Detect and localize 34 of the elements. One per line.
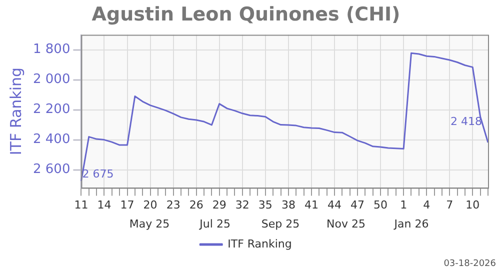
x-tick-label: 1 xyxy=(400,198,408,212)
x-tick-label: 4 xyxy=(423,198,430,212)
x-tick-label: 26 xyxy=(189,198,204,212)
text: 03-18-2026 xyxy=(444,258,496,269)
text: Sep 25 xyxy=(261,217,300,230)
y-tick-label: 1 800 xyxy=(33,42,70,58)
text: Nov 25 xyxy=(326,217,366,230)
y-axis-title: ITF Ranking xyxy=(6,67,25,156)
x-tick-label: 47 xyxy=(350,198,365,212)
x-tick-label: 23 xyxy=(166,198,180,212)
text: Jul 25 xyxy=(198,217,230,230)
x-tick-label: 38 xyxy=(281,198,296,212)
y-tick-label: 2 000 xyxy=(33,72,70,88)
y-tick-label: 2 400 xyxy=(33,132,70,148)
y-tick-label: 2 200 xyxy=(33,102,70,118)
data-label: 2 418 xyxy=(450,114,482,128)
legend-label: ITF Ranking xyxy=(228,237,292,250)
x-tick-label: 35 xyxy=(258,198,272,212)
data-label: 2 675 xyxy=(82,167,114,180)
x-tick-label: 29 xyxy=(212,198,226,212)
x-tick-label: 11 xyxy=(74,198,88,212)
text: May 25 xyxy=(129,217,170,230)
text: Jan 26 xyxy=(393,217,429,230)
x-tick-label: 44 xyxy=(327,198,342,212)
chart-title: Agustin Leon Quinones (CHI) xyxy=(92,3,400,26)
x-tick-label: 50 xyxy=(374,198,388,212)
x-tick-label: 7 xyxy=(446,198,454,212)
x-tick-label: 32 xyxy=(235,198,250,212)
x-tick-label: 10 xyxy=(466,198,480,212)
x-tick-label: 41 xyxy=(304,198,318,212)
y-tick-label: 2 600 xyxy=(33,162,70,178)
x-tick-label: 17 xyxy=(120,198,134,212)
x-tick-label: 20 xyxy=(143,198,158,212)
x-tick-label: 14 xyxy=(97,198,112,212)
